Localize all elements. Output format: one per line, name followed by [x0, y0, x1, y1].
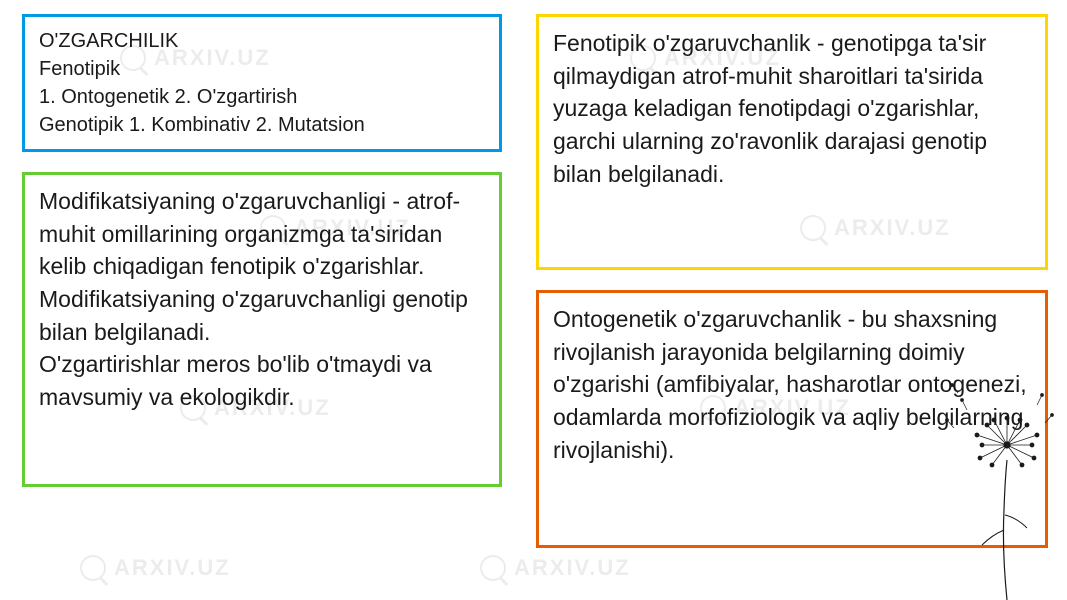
box-modifikatsiya: Modifikatsiyaning o'zgaruvchanligi - atr…: [22, 172, 502, 487]
text-paragraph: Modifikatsiyaning o'zgaruvchanligi - atr…: [39, 185, 485, 283]
search-icon: [80, 555, 106, 581]
text-line: O'ZGARCHILIK: [39, 27, 485, 55]
text-paragraph: O'zgartirishlar meros bo'lib o'tmaydi va…: [39, 348, 485, 413]
text-paragraph: Modifikatsiyaning o'zgaruvchanligi genot…: [39, 283, 485, 348]
box-fenotipik: Fenotipik o'zgaruvchanlik - genotipga ta…: [536, 14, 1048, 270]
watermark-item: ARXIV.UZ: [480, 555, 631, 581]
box-ozgarchilik: O'ZGARCHILIK Fenotipik 1. Ontogenetik 2.…: [22, 14, 502, 152]
search-icon: [480, 555, 506, 581]
box-ontogenetik: Ontogenetik o'zgaruvchanlik - bu shaxsni…: [536, 290, 1048, 548]
watermark-item: ARXIV.UZ: [80, 555, 231, 581]
text-line: Genotipik 1. Kombinativ 2. Mutatsion: [39, 111, 485, 139]
text-line: Fenotipik: [39, 55, 485, 83]
text-paragraph: Ontogenetik o'zgaruvchanlik - bu shaxsni…: [553, 303, 1031, 466]
watermark-text: ARXIV.UZ: [514, 555, 631, 581]
text-paragraph: Fenotipik o'zgaruvchanlik - genotipga ta…: [553, 27, 1031, 190]
watermark-text: ARXIV.UZ: [114, 555, 231, 581]
text-line: 1. Ontogenetik 2. O'zgartirish: [39, 83, 485, 111]
